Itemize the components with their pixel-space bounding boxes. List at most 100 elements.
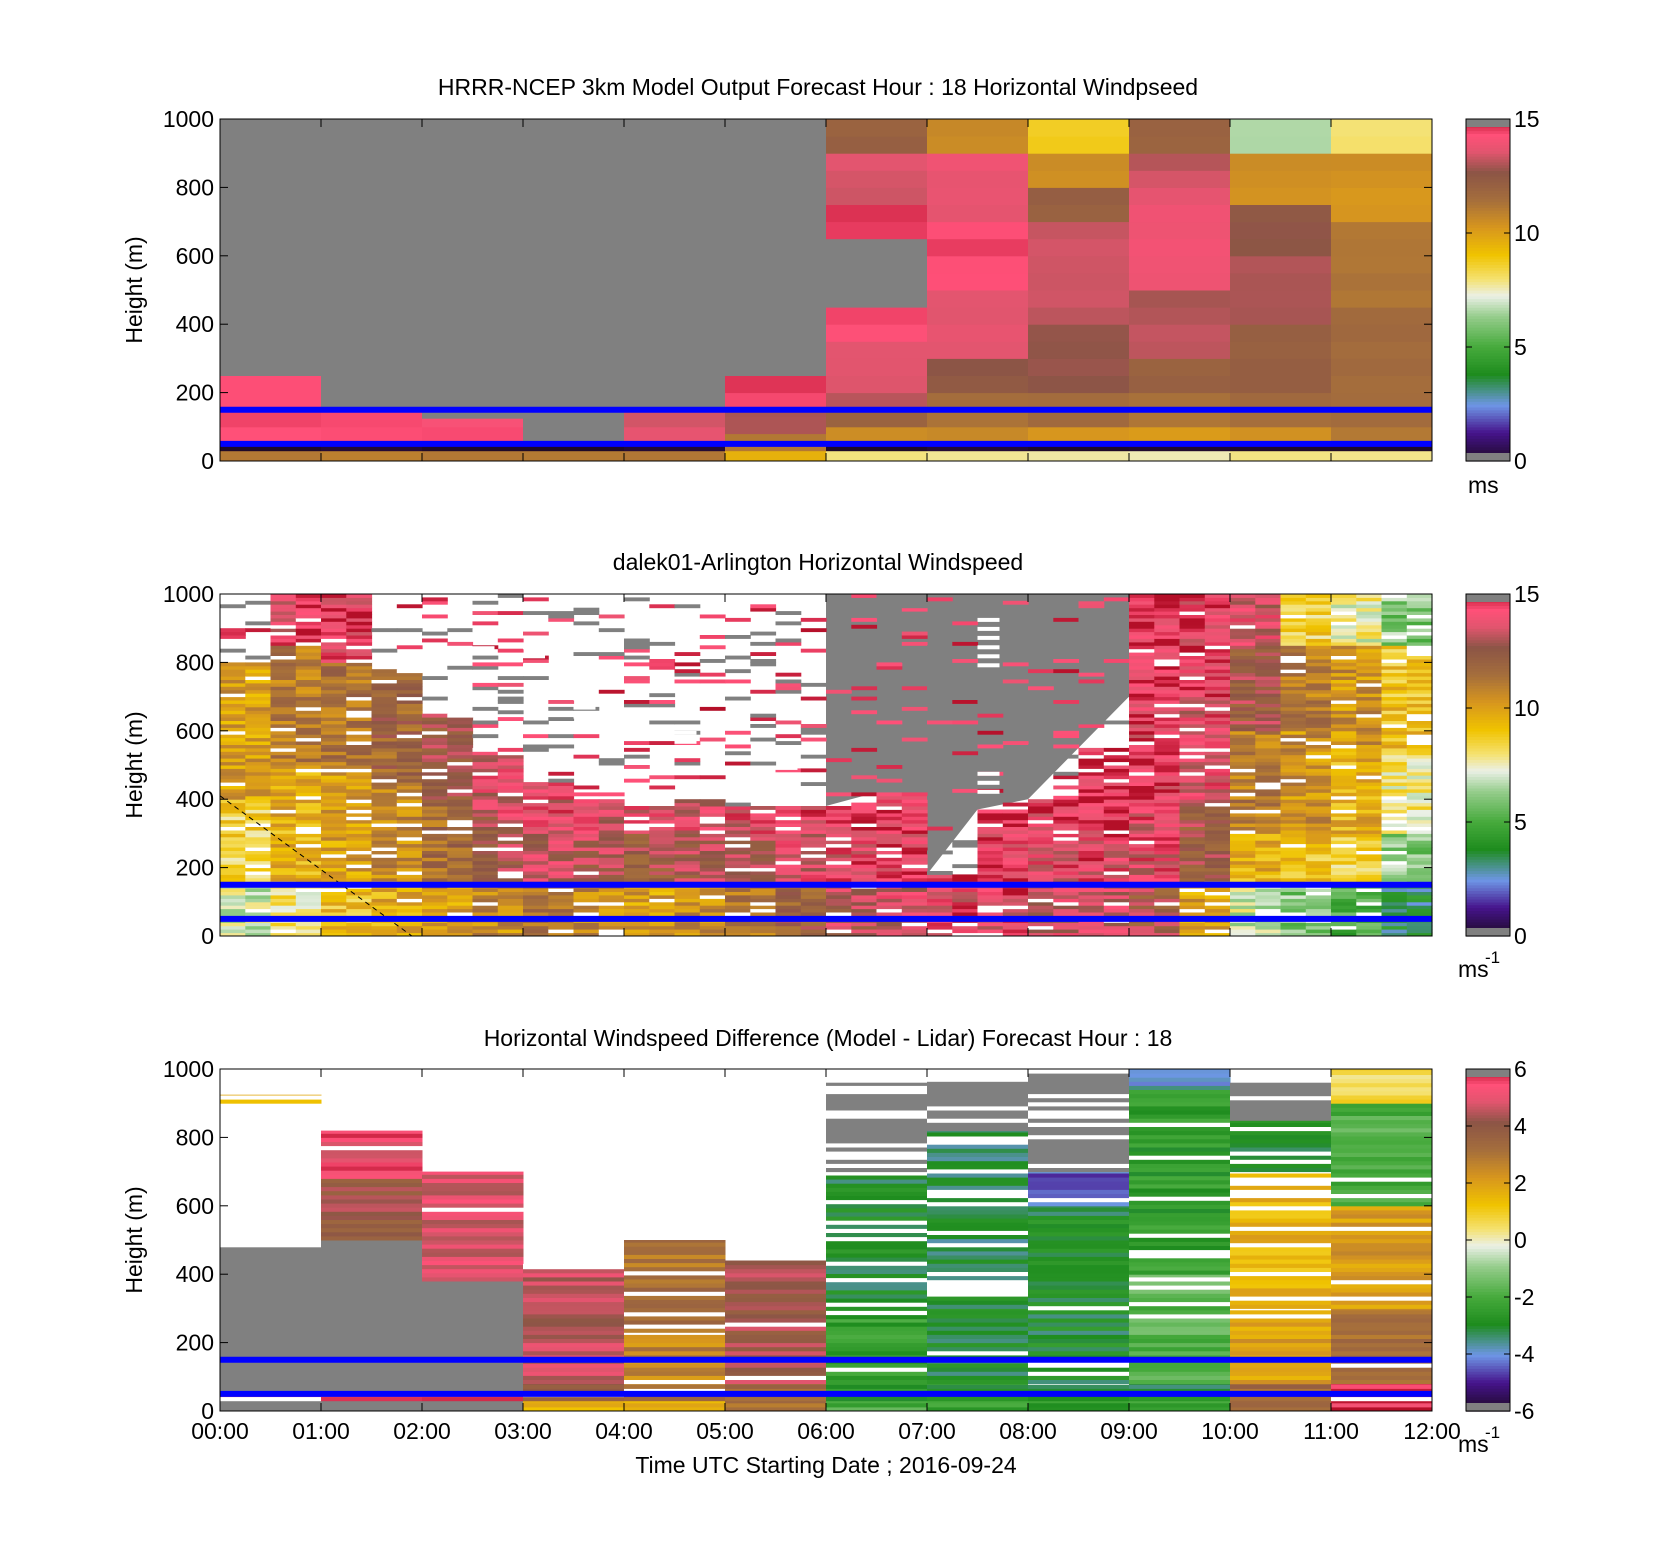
heat-cell [1381, 648, 1408, 653]
heat-cell [1406, 929, 1433, 934]
heat-cell [245, 867, 272, 872]
colorbar-segment [1466, 375, 1510, 379]
heat-cell [624, 888, 650, 892]
heat-cell [321, 768, 347, 773]
heat-cell [649, 700, 676, 704]
heat-cell [1356, 737, 1383, 742]
colorbar-segment [1466, 1399, 1510, 1404]
heat-cell [674, 871, 701, 875]
heat-cell [220, 1381, 322, 1387]
heat-cell [1154, 912, 1181, 916]
heat-cell [1129, 857, 1155, 862]
heat-cell [876, 850, 903, 855]
heat-cell [674, 720, 701, 725]
heat-cell [1078, 908, 1105, 913]
panel-model-ylabel: Height (m) [121, 236, 147, 343]
heat-cell [1028, 1297, 1130, 1303]
heat-cell [422, 823, 448, 827]
heat-cell [826, 932, 852, 937]
heat-cell [497, 768, 524, 773]
heat-cell [624, 826, 650, 831]
heat-cell [1331, 833, 1357, 838]
colorbar-segment [1466, 827, 1510, 832]
heat-cell [1179, 600, 1206, 605]
heat-cell [699, 812, 726, 817]
heat-cell [422, 819, 448, 824]
heat-cell [649, 703, 676, 708]
heat-cell [447, 747, 474, 752]
heat-cell [245, 877, 272, 882]
heat-cell [1305, 850, 1332, 855]
heat-cell [1406, 823, 1433, 827]
heat-cell [927, 1136, 1029, 1141]
heat-cell [220, 1111, 322, 1116]
heat-cell [826, 850, 852, 855]
heat-cell [649, 901, 676, 906]
heat-cell [624, 1406, 726, 1412]
heat-cell [523, 792, 549, 797]
heat-cell [826, 901, 852, 906]
heat-cell [674, 802, 701, 807]
heat-cell [422, 785, 448, 790]
heat-cell [1406, 689, 1433, 694]
heat-cell [1356, 830, 1383, 834]
heat-cell [295, 864, 322, 869]
heat-cell [977, 744, 1004, 749]
heat-cell [220, 1283, 322, 1288]
heat-cell [725, 1367, 827, 1372]
colorbar-segment [1466, 227, 1510, 231]
heat-cell [826, 891, 852, 896]
heat-cell [1078, 860, 1105, 865]
heat-cell [1331, 932, 1357, 937]
heat-cell [1053, 802, 1080, 807]
heat-cell [826, 898, 852, 903]
heat-cell [220, 703, 246, 708]
heat-cell [1406, 816, 1433, 821]
heat-cell [422, 720, 448, 725]
heat-cell [270, 635, 297, 639]
heat-cell [1129, 375, 1231, 394]
heat-cell [1053, 857, 1080, 862]
heat-cell [800, 874, 827, 879]
heat-cell [270, 617, 297, 622]
heat-cell [927, 1164, 1029, 1170]
colorbar-segment [1466, 398, 1510, 402]
colorbar-segment [1466, 793, 1510, 797]
heat-cell [1230, 665, 1256, 670]
heat-cell [447, 768, 474, 773]
heat-cell [649, 867, 676, 872]
heat-cell [220, 1234, 322, 1240]
heat-cell [1406, 655, 1433, 660]
heat-cell [1331, 1296, 1433, 1301]
heat-cell [220, 1156, 322, 1162]
heat-cell [472, 754, 499, 759]
heat-cell [422, 912, 448, 916]
heat-cell [270, 833, 297, 838]
heat-cell [1179, 594, 1206, 598]
heat-cell [1406, 819, 1433, 824]
heat-cell [1078, 788, 1105, 793]
heat-cell [1053, 737, 1080, 742]
heat-cell [1230, 1296, 1332, 1301]
heat-cell [927, 1238, 1029, 1244]
heat-cell [422, 778, 448, 783]
heat-cell [598, 836, 625, 841]
heat-cell [472, 843, 499, 848]
heat-cell [851, 802, 878, 807]
heat-cell [1154, 662, 1181, 667]
heat-cell [346, 631, 373, 636]
heat-cell [346, 768, 373, 773]
heat-cell [497, 932, 524, 937]
heat-cell [1103, 809, 1130, 814]
heat-cell [371, 672, 398, 677]
heat-cell [1356, 850, 1383, 855]
heat-cell [1230, 600, 1256, 605]
heat-cell [497, 662, 524, 667]
heat-cell [270, 631, 297, 636]
heat-cell [447, 840, 474, 845]
heat-cell [1331, 1127, 1433, 1133]
heat-cell [901, 812, 928, 817]
heat-cell [1305, 734, 1332, 739]
heat-cell [1002, 693, 1029, 698]
